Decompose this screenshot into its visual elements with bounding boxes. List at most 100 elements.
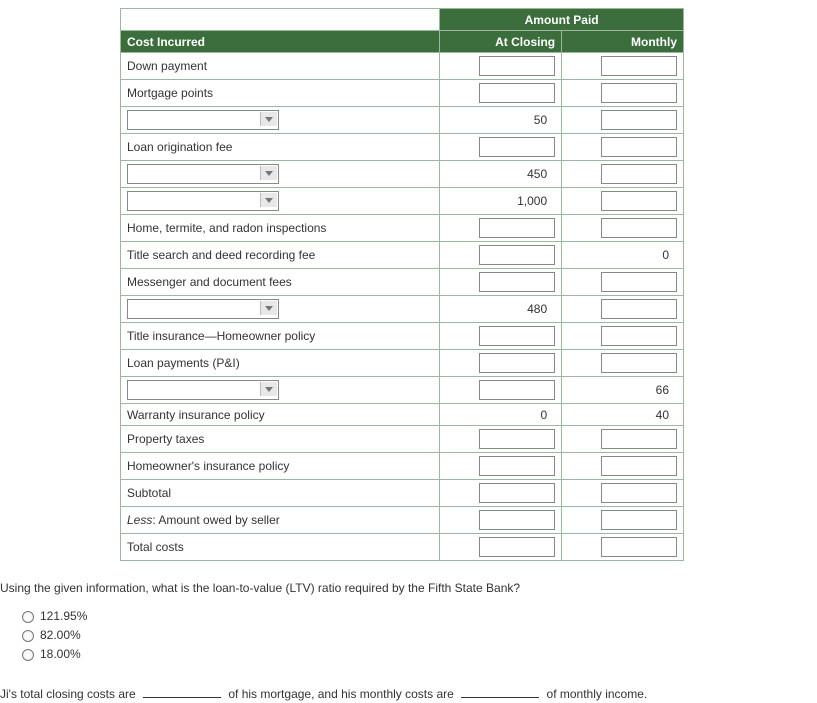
blank-1[interactable] <box>143 685 221 698</box>
question-text: Using the given information, what is the… <box>0 579 817 597</box>
dropdown[interactable] <box>127 191 279 211</box>
table-row: 480 <box>121 296 684 323</box>
closing-input[interactable] <box>479 137 555 157</box>
monthly-cell: 40 <box>562 404 684 426</box>
closing-cell: 450 <box>440 161 562 188</box>
monthly-cell <box>562 134 684 161</box>
closing-value: 480 <box>527 302 555 316</box>
dropdown[interactable] <box>127 299 279 319</box>
closing-input[interactable] <box>479 537 555 557</box>
radio-icon[interactable] <box>22 611 34 623</box>
closing-cell <box>440 507 562 534</box>
monthly-cell <box>562 507 684 534</box>
closing-input[interactable] <box>479 456 555 476</box>
choice-label: 82.00% <box>40 626 81 645</box>
monthly-input[interactable] <box>601 164 677 184</box>
closing-value: 50 <box>534 113 555 127</box>
monthly-cell <box>562 215 684 242</box>
table-row: Title insurance—Homeowner policy <box>121 323 684 350</box>
dropdown[interactable] <box>127 380 279 400</box>
chevron-down-icon <box>260 112 277 126</box>
monthly-input[interactable] <box>601 137 677 157</box>
table-row: Warranty insurance policy0 40 <box>121 404 684 426</box>
dropdown[interactable] <box>127 164 279 184</box>
monthly-input[interactable] <box>601 326 677 346</box>
closing-cell <box>440 215 562 242</box>
closing-input[interactable] <box>479 218 555 238</box>
closing-cell <box>440 534 562 561</box>
monthly-value: 40 <box>656 408 677 422</box>
row-label-cell: Title search and deed recording fee <box>121 242 440 269</box>
monthly-cell <box>562 350 684 377</box>
choice-1[interactable]: 82.00% <box>22 626 817 645</box>
monthly-cell: 66 <box>562 377 684 404</box>
closing-input[interactable] <box>479 326 555 346</box>
fill-sentence: Ji's total closing costs are of his mort… <box>0 685 817 703</box>
radio-icon[interactable] <box>22 649 34 661</box>
header-at-closing: At Closing <box>440 31 562 53</box>
monthly-cell: 0 <box>562 242 684 269</box>
row-label-cell: Warranty insurance policy <box>121 404 440 426</box>
row-label-cell: Loan origination fee <box>121 134 440 161</box>
monthly-input[interactable] <box>601 110 677 130</box>
closing-cell <box>440 426 562 453</box>
header-cost-incurred: Cost Incurred <box>121 31 440 53</box>
closing-cell: 0 <box>440 404 562 426</box>
table-row: Down payment <box>121 53 684 80</box>
monthly-cell <box>562 426 684 453</box>
closing-cell: 50 <box>440 107 562 134</box>
closing-cell: 1,000 <box>440 188 562 215</box>
table-row: Property taxes <box>121 426 684 453</box>
closing-input[interactable] <box>479 429 555 449</box>
closing-cell: 480 <box>440 296 562 323</box>
chevron-down-icon <box>260 193 277 207</box>
closing-cell <box>440 80 562 107</box>
monthly-input[interactable] <box>601 483 677 503</box>
row-label-cell: Loan payments (P&I) <box>121 350 440 377</box>
fill-part-3: of monthly income. <box>547 687 648 701</box>
closing-input[interactable] <box>479 245 555 265</box>
monthly-input[interactable] <box>601 510 677 530</box>
row-label-cell: Subtotal <box>121 480 440 507</box>
monthly-cell <box>562 53 684 80</box>
dropdown[interactable] <box>127 110 279 130</box>
row-label-cell <box>121 377 440 404</box>
row-label-cell <box>121 296 440 323</box>
monthly-input[interactable] <box>601 56 677 76</box>
monthly-cell <box>562 269 684 296</box>
table-row: Home, termite, and radon inspections <box>121 215 684 242</box>
row-label-cell: Less: Amount owed by seller <box>121 507 440 534</box>
row-label-cell: Title insurance—Homeowner policy <box>121 323 440 350</box>
fill-part-1: Ji's total closing costs are <box>0 687 136 701</box>
closing-input[interactable] <box>479 83 555 103</box>
closing-input[interactable] <box>479 353 555 373</box>
monthly-input[interactable] <box>601 456 677 476</box>
monthly-input[interactable] <box>601 218 677 238</box>
monthly-input[interactable] <box>601 272 677 292</box>
monthly-input[interactable] <box>601 191 677 211</box>
monthly-input[interactable] <box>601 299 677 319</box>
closing-input[interactable] <box>479 56 555 76</box>
closing-input[interactable] <box>479 380 555 400</box>
monthly-input[interactable] <box>601 429 677 449</box>
monthly-input[interactable] <box>601 537 677 557</box>
closing-cell <box>440 480 562 507</box>
monthly-value: 66 <box>656 383 677 397</box>
header-amount-paid: Amount Paid <box>440 9 684 31</box>
choice-2[interactable]: 18.00% <box>22 645 817 664</box>
blank-2[interactable] <box>461 685 539 698</box>
closing-input[interactable] <box>479 483 555 503</box>
choice-0[interactable]: 121.95% <box>22 607 817 626</box>
radio-icon[interactable] <box>22 630 34 642</box>
closing-input[interactable] <box>479 272 555 292</box>
header-monthly: Monthly <box>562 31 684 53</box>
answer-choices: 121.95% 82.00% 18.00% <box>22 607 817 665</box>
monthly-cell <box>562 323 684 350</box>
closing-input[interactable] <box>479 510 555 530</box>
monthly-input[interactable] <box>601 83 677 103</box>
table-row: Homeowner's insurance policy <box>121 453 684 480</box>
monthly-cell <box>562 80 684 107</box>
closing-cell <box>440 269 562 296</box>
monthly-input[interactable] <box>601 353 677 373</box>
closing-value: 1,000 <box>517 194 555 208</box>
